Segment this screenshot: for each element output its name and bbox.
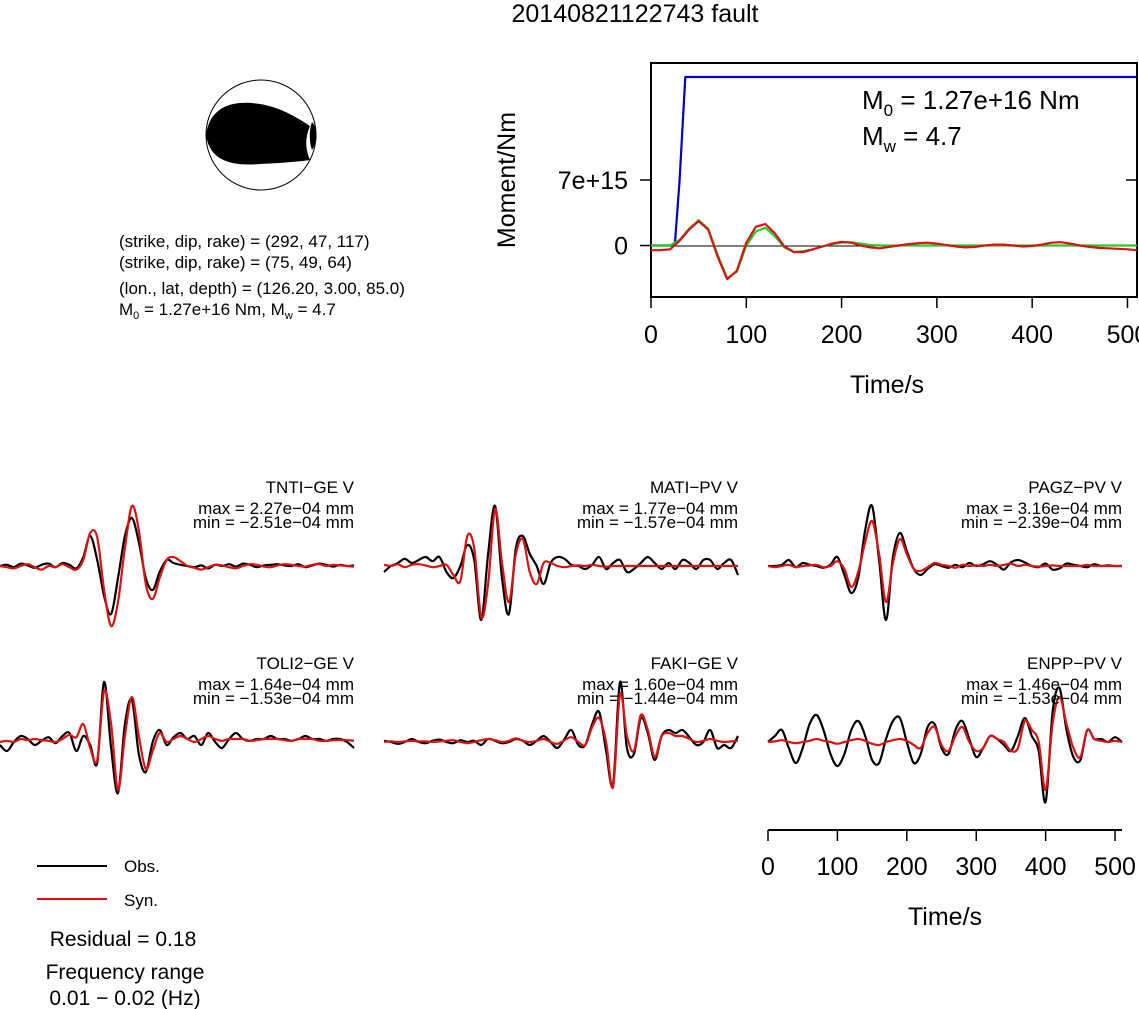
waveform-xlabel: Time/s	[908, 903, 982, 931]
mw-subscript: w	[284, 310, 293, 322]
nodal-plane-2: (strike, dip, rake) = (75, 49, 64)	[119, 253, 352, 272]
legend: Obs. Syn. Residual = 0.18 Frequency rang…	[37, 857, 204, 1009]
legend-syn-label: Syn.	[124, 891, 158, 910]
m0-value: = 1.27e+16 Nm, M	[139, 300, 285, 319]
station-max: max = 2.27e−04 mm	[198, 499, 354, 518]
beachball	[205, 79, 317, 191]
moment-xtick-label: 200	[821, 321, 863, 349]
moment-xlabel: Time/s	[850, 371, 924, 399]
moment-xtick-label: 300	[916, 321, 958, 349]
synthetic-waveform	[0, 504, 355, 628]
beachball-compression	[206, 102, 310, 165]
frequency-range-title: Frequency range	[46, 961, 205, 984]
stf-fit-curve	[651, 220, 1138, 281]
moment-mw-line: Mw = 4.7	[862, 120, 1080, 156]
station-label: ENPP−PV V	[1027, 654, 1123, 673]
frequency-range-value: 0.01 − 0.02 (Hz)	[49, 987, 200, 1009]
waveform-xtick-label: 100	[817, 853, 859, 881]
station-label: FAKI−GE V	[651, 654, 739, 673]
moment-xtick-label: 500	[1107, 321, 1139, 349]
mw-label-sub: w	[883, 137, 896, 156]
nodal-plane-1: (strike, dip, rake) = (292, 47, 117)	[119, 232, 370, 251]
m0-subscript: 0	[133, 310, 140, 322]
waveform-xtick-label: 200	[886, 853, 928, 881]
station-max: max = 3.16e−04 mm	[966, 499, 1122, 518]
event-magnitude: M0 = 1.27e+16 Nm, Mw = 4.7	[119, 299, 405, 323]
waveform-xtick-label: 400	[1025, 853, 1067, 881]
waveform-xtick-label: 0	[761, 853, 775, 881]
figure-title: 20140821122743 fault	[512, 0, 759, 28]
moment-xtick-label: 400	[1011, 321, 1053, 349]
synthetic-waveform	[767, 519, 1122, 604]
moment-xtick-label: 0	[644, 321, 658, 349]
mw-label: M	[862, 121, 884, 151]
waveform-xtick-label: 500	[1094, 853, 1136, 881]
moment-ylabel: Moment/Nm	[493, 112, 521, 248]
synthetic-waveform	[0, 688, 355, 792]
legend-obs-label: Obs.	[124, 857, 160, 876]
event-location: (lon., lat, depth) = (126.20, 3.00, 85.0…	[119, 279, 405, 298]
waveform-xtick-label: 300	[955, 853, 997, 881]
station-min: min = −2.39e−04 mm	[961, 513, 1122, 532]
synthetic-waveform	[383, 507, 738, 620]
moment-m0-line: M0 = 1.27e+16 Nm	[862, 84, 1080, 120]
station-max: max = 1.46e−04 mm	[966, 675, 1122, 694]
station-min: min = −2.51e−04 mm	[193, 513, 354, 532]
beachball-compression-tip	[309, 122, 317, 150]
station-label: PAGZ−PV V	[1028, 478, 1122, 497]
moment-xtick-label: 100	[725, 321, 767, 349]
residual-text: Residual = 0.18	[50, 928, 197, 951]
synthetic-waveform	[767, 695, 1123, 792]
m0-symbol: M	[119, 300, 134, 319]
station-min: min = −1.53e−04 mm	[961, 689, 1122, 708]
moment-ytick-label: 7e+15	[558, 167, 628, 195]
station-max: max = 1.60e−04 mm	[582, 675, 738, 694]
event-parameters: (strike, dip, rake) = (292, 47, 117) (st…	[119, 231, 405, 323]
moment-panel: 0 100 200 300 400 500 0 7e+15 Time/s Moment/Nm	[493, 62, 1139, 399]
waveform-time-axis: 0 100 200 300 400 500 Time/s	[761, 829, 1136, 931]
moment-ytick-label: 0	[614, 233, 628, 261]
m0-label-value: = 1.27e+16 Nm	[893, 85, 1080, 115]
station-max: max = 1.64e−04 mm	[198, 675, 354, 694]
m0-label-sub: 0	[883, 101, 894, 120]
station-min: min = −1.53e−04 mm	[193, 689, 354, 708]
moment-annotation: M0 = 1.27e+16 Nm Mw = 4.7	[862, 84, 1080, 156]
synthetic-waveform	[383, 691, 739, 789]
station-label: MATI−PV V	[650, 478, 739, 497]
m0-label: M	[862, 85, 884, 115]
station-min: min = −1.57e−04 mm	[577, 513, 738, 532]
mw-value: = 4.7	[292, 300, 336, 319]
station-min: min = −1.44e−04 mm	[577, 689, 738, 708]
station-label: TOLI2−GE V	[257, 654, 355, 673]
mw-label-value: = 4.7	[895, 121, 962, 151]
station-label: TNTI−GE V	[266, 478, 355, 497]
station-max: max = 1.77e−04 mm	[582, 499, 738, 518]
